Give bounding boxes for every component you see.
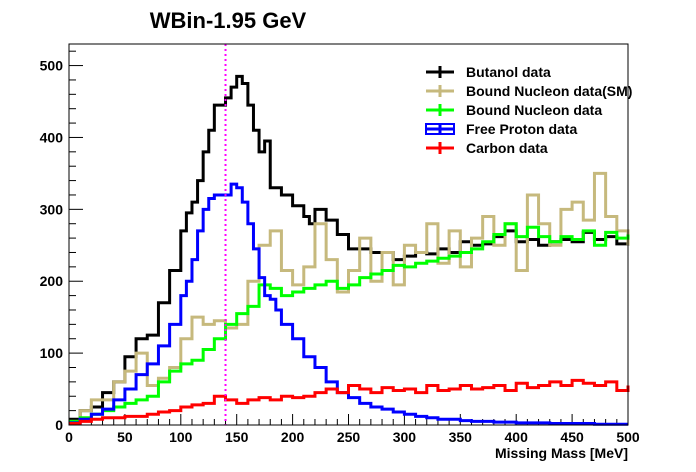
- legend-label: Bound Nucleon data: [466, 102, 602, 118]
- x-tick-label: 400: [505, 429, 529, 445]
- chart-title: WBin-1.95 GeV: [150, 8, 307, 33]
- legend-entry: Butanol data: [426, 64, 551, 80]
- x-tick-label: 450: [560, 429, 584, 445]
- legend: Butanol data Bound Nucleon data(SM) Bound …: [425, 64, 632, 156]
- x-tick-label: 500: [616, 429, 640, 445]
- series-line-3: [69, 222, 630, 423]
- x-tick-label: 250: [337, 429, 361, 445]
- legend-label: Butanol data: [466, 64, 551, 80]
- x-axis-label: Missing Mass [MeV]: [495, 445, 628, 461]
- legend-label: Carbon data: [466, 140, 548, 156]
- series-line-4: [69, 182, 628, 426]
- y-tick-label: 500: [40, 58, 64, 74]
- legend-label: Bound Nucleon data(SM): [466, 83, 632, 99]
- legend-entry: Carbon data: [426, 140, 548, 156]
- y-tick-label: 100: [40, 345, 64, 361]
- series-line-5: [69, 378, 630, 426]
- y-tick-label: 0: [55, 417, 63, 433]
- x-tick-label: 350: [449, 429, 473, 445]
- x-tick-label: 300: [393, 429, 417, 445]
- x-tick-label: 150: [225, 429, 249, 445]
- legend-entry: Bound Nucleon data(SM): [426, 83, 632, 99]
- legend-entry: Bound Nucleon data: [426, 102, 602, 118]
- x-tick-label: 0: [65, 429, 73, 445]
- legend-label: Free Proton data: [466, 121, 577, 137]
- x-tick-label: 200: [281, 429, 305, 445]
- series-group: [69, 74, 630, 426]
- y-tick-label: 200: [40, 273, 64, 289]
- y-tick-label: 300: [40, 201, 64, 217]
- axes: 0 50 100 150 200 250 300 350 400 450 500 0 100 200 300…: [40, 50, 640, 445]
- x-tick-label: 100: [169, 429, 193, 445]
- legend-entry: Free Proton data: [425, 121, 577, 137]
- plot-frame: [68, 43, 629, 426]
- x-tick-label: 50: [117, 429, 133, 445]
- y-tick-label: 400: [40, 129, 64, 145]
